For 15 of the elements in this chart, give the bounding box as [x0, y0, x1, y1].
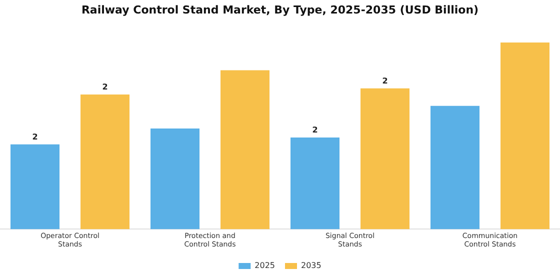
bar [220, 70, 270, 230]
data-label: 2 [312, 126, 318, 135]
legend-label: 2025 [254, 261, 275, 270]
legend-label: 2035 [301, 261, 322, 270]
bar [10, 144, 60, 230]
chart-title: Railway Control Stand Market, By Type, 2025-2035 (USD Billion) [81, 3, 479, 16]
data-label: 2 [102, 82, 108, 92]
bar [290, 138, 340, 230]
bar [430, 106, 480, 230]
bar [150, 128, 200, 230]
bar [360, 88, 410, 230]
data-label: 2 [382, 76, 388, 86]
bar [500, 42, 550, 230]
data-label: 2 [32, 132, 38, 142]
bar [80, 94, 130, 230]
